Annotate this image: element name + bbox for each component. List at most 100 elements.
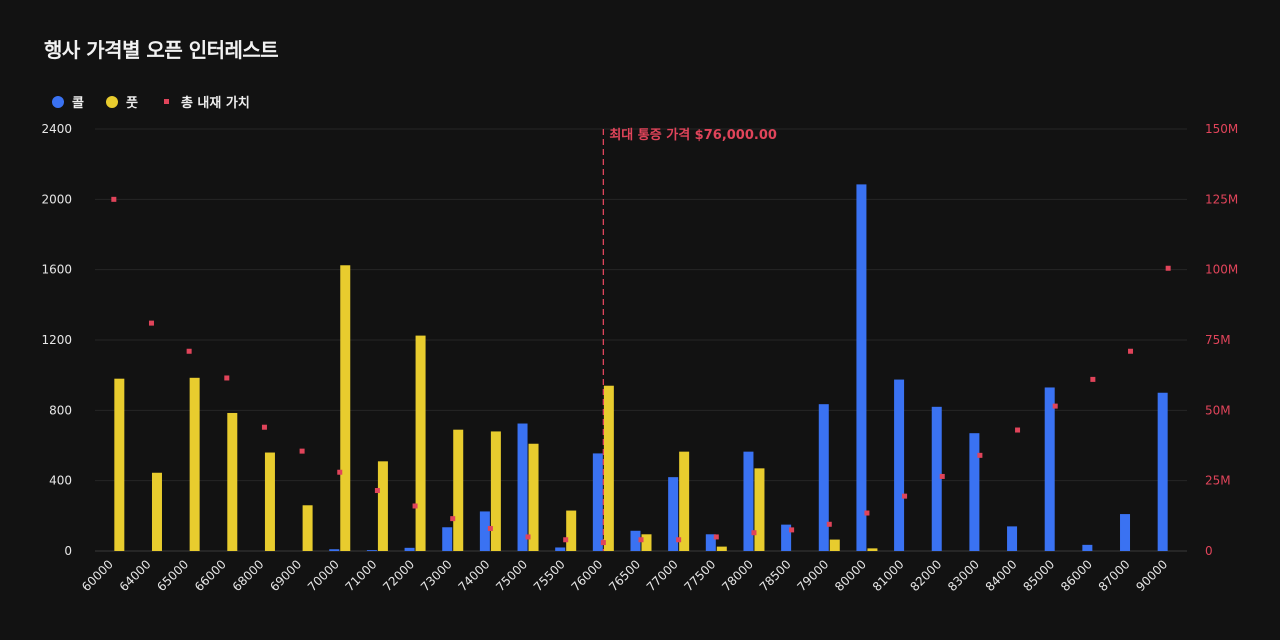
- intrinsic-point-60000: [111, 196, 117, 202]
- bar-put-78000: [754, 468, 765, 551]
- y2-tick-label: 100M: [1205, 263, 1238, 277]
- bar-call-87000: [1120, 514, 1131, 551]
- legend-item-put[interactable]: 풋: [105, 92, 138, 111]
- x-tick-label: 83000: [945, 557, 982, 594]
- chart-legend: 콜 풋 총 내재 가치: [52, 92, 272, 111]
- intrinsic-point-78000: [751, 530, 757, 536]
- intrinsic-point-64000: [148, 320, 154, 326]
- bar-call-70000: [329, 549, 340, 551]
- bar-call-80000: [856, 184, 867, 551]
- intrinsic-point-82000: [939, 473, 945, 479]
- intrinsic-point-69000: [299, 448, 305, 454]
- y-tick-label: 2000: [41, 192, 72, 206]
- bar-put-72000: [415, 335, 426, 551]
- bar-put-64000: [151, 472, 162, 551]
- intrinsic-point-68000: [261, 424, 267, 430]
- x-tick-label: 71000: [343, 557, 380, 594]
- bar-call-71000: [366, 550, 377, 551]
- intrinsic-point-78500: [789, 527, 795, 533]
- x-tick-label: 70000: [305, 557, 342, 594]
- bar-put-75000: [528, 443, 539, 551]
- intrinsic-point-71000: [374, 488, 380, 494]
- bar-call-73000: [442, 527, 453, 551]
- bar-put-65000: [189, 377, 200, 551]
- x-tick-label: 77500: [682, 557, 719, 594]
- x-tick-label: 64000: [117, 557, 154, 594]
- intrinsic-point-83000: [977, 452, 983, 458]
- bar-call-78500: [781, 524, 792, 551]
- max-pain-label: 최대 통증 가격 $76,000.00: [609, 128, 777, 143]
- intrinsic-point-84000: [1015, 427, 1021, 433]
- intrinsic-point-90000: [1165, 265, 1171, 271]
- intrinsic-point-81000: [902, 493, 908, 499]
- bar-call-82000: [931, 406, 942, 551]
- x-tick-label: 84000: [983, 557, 1020, 594]
- x-tick-label: 80000: [832, 557, 869, 594]
- x-tick-label: 75000: [493, 557, 530, 594]
- x-tick-label: 76500: [606, 557, 643, 594]
- bar-put-68000: [264, 452, 275, 551]
- bar-call-74000: [479, 511, 490, 551]
- bar-call-78000: [743, 451, 754, 551]
- chart-title: 행사 가격별 오픈 인터레스트: [44, 38, 279, 62]
- intrinsic-point-77500: [713, 534, 719, 540]
- y2-tick-label: 25M: [1205, 474, 1231, 488]
- x-tick-label: 81000: [870, 557, 907, 594]
- bar-call-77000: [668, 477, 679, 551]
- bar-put-71000: [377, 461, 388, 551]
- y-tick-label: 400: [49, 474, 72, 488]
- bar-call-79000: [818, 404, 829, 551]
- x-tick-label: 72000: [380, 557, 417, 594]
- x-tick-label: 85000: [1020, 557, 1057, 594]
- intrinsic-point-87000: [1128, 348, 1134, 354]
- y-tick-label: 1600: [41, 263, 72, 277]
- y2-tick-label: 75M: [1205, 333, 1231, 347]
- intrinsic-point-70000: [337, 469, 343, 475]
- bar-call-77500: [705, 534, 716, 551]
- x-tick-label: 90000: [1133, 557, 1170, 594]
- bar-call-83000: [969, 433, 980, 551]
- bar-call-81000: [894, 379, 905, 551]
- intrinsic-point-75000: [525, 534, 531, 540]
- bar-call-85000: [1044, 387, 1055, 551]
- y2-tick-label: 50M: [1205, 403, 1231, 417]
- legend-item-call[interactable]: 콜: [52, 92, 84, 111]
- legend-intrinsic-label: 총 내재 가치: [180, 96, 250, 111]
- y2-tick-label: 125M: [1205, 192, 1238, 206]
- intrinsic-point-77000: [676, 537, 682, 543]
- bar-call-72000: [404, 547, 415, 551]
- x-tick-label: 60000: [79, 557, 116, 594]
- y2-tick-label: 0: [1205, 544, 1213, 558]
- bar-call-76500: [630, 530, 641, 551]
- y2-tick-label: 150M: [1205, 122, 1238, 136]
- y-tick-label: 2400: [41, 122, 72, 136]
- intrinsic-point-72000: [412, 503, 418, 509]
- x-tick-label: 87000: [1096, 557, 1133, 594]
- bar-call-75500: [555, 547, 566, 551]
- bar-put-73000: [453, 429, 464, 551]
- x-tick-label: 69000: [267, 557, 304, 594]
- bar-put-79000: [829, 539, 840, 551]
- x-tick-label: 78000: [719, 557, 756, 594]
- legend-item-intrinsic[interactable]: 총 내재 가치: [160, 92, 250, 111]
- bar-put-76500: [641, 534, 652, 551]
- bar-put-77000: [679, 451, 690, 551]
- bar-put-69000: [302, 505, 313, 551]
- y-tick-label: 1200: [41, 333, 72, 347]
- intrinsic-point-66000: [224, 375, 230, 381]
- bar-put-66000: [227, 412, 238, 551]
- legend-call-swatch: [52, 95, 64, 108]
- x-tick-label: 74000: [456, 557, 493, 594]
- x-tick-label: 79000: [794, 557, 831, 594]
- x-tick-label: 82000: [907, 557, 944, 594]
- legend-intrinsic-swatch: [163, 99, 169, 104]
- bar-put-70000: [340, 265, 351, 551]
- bar-call-84000: [1007, 526, 1018, 551]
- bar-put-77500: [716, 546, 727, 551]
- x-tick-label: 66000: [192, 557, 229, 594]
- intrinsic-point-86000: [1090, 376, 1096, 382]
- legend-put-label: 풋: [125, 96, 138, 111]
- y-tick-label: 800: [49, 403, 72, 417]
- intrinsic-point-76500: [638, 537, 644, 543]
- intrinsic-point-79000: [826, 521, 832, 527]
